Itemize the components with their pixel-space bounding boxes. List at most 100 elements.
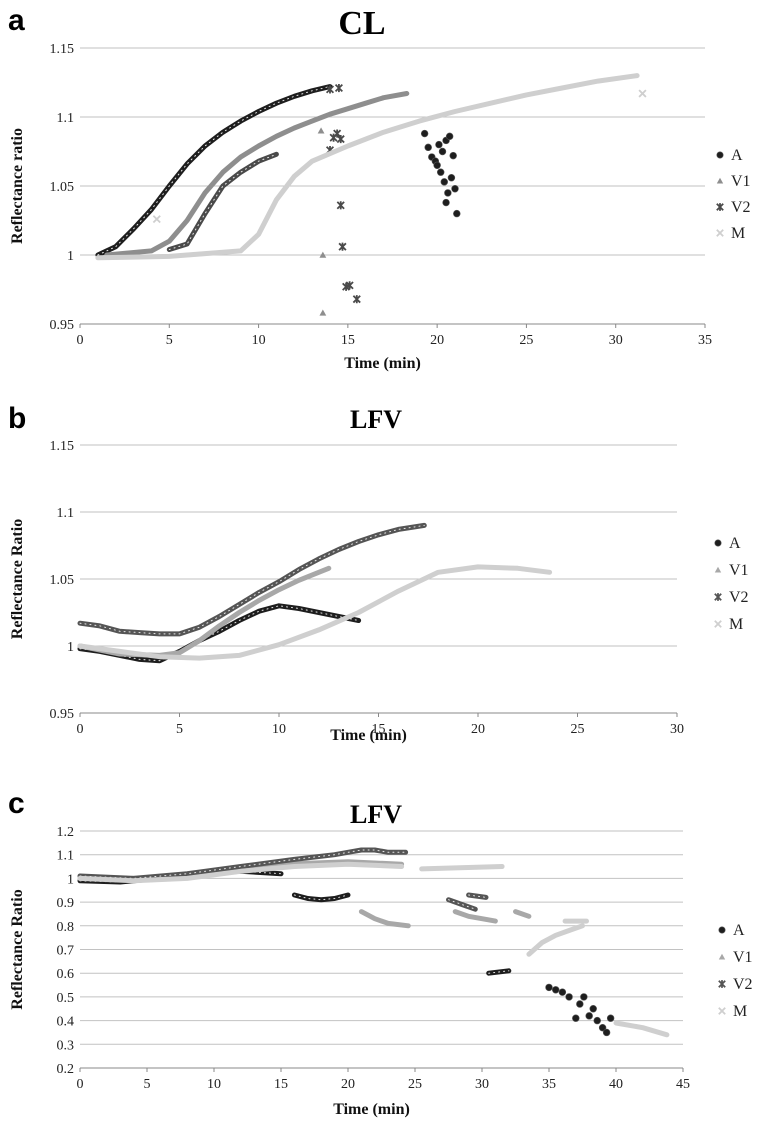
legend-marker-v1 bbox=[716, 177, 724, 184]
x-tick-label: 25 bbox=[519, 333, 533, 348]
series-line-v1 bbox=[104, 91, 410, 258]
legend: A V1 V2 M bbox=[716, 147, 751, 242]
y-tick-label: 1.05 bbox=[50, 573, 75, 588]
legend-label-a: A bbox=[729, 535, 741, 552]
y-tick-label: 1.15 bbox=[50, 439, 75, 454]
data-point-a bbox=[442, 198, 450, 207]
legend-marker-m bbox=[716, 229, 724, 237]
legend-marker-a bbox=[718, 926, 726, 934]
data-point-a bbox=[444, 189, 452, 197]
data-point-v2 bbox=[345, 281, 354, 290]
series-texture bbox=[293, 894, 349, 901]
legend: A V1 V2 M bbox=[718, 922, 753, 1020]
series-line-m bbox=[77, 564, 553, 661]
y-tick-label: 1.1 bbox=[57, 111, 75, 126]
y-tick-label: 1.1 bbox=[57, 849, 75, 864]
data-point-a bbox=[598, 1024, 607, 1032]
series-line-m bbox=[526, 923, 585, 957]
x-tick-label: 45 bbox=[676, 1077, 690, 1092]
data-point-v1 bbox=[319, 251, 327, 258]
data-point-a bbox=[602, 1028, 611, 1037]
series-texture bbox=[448, 899, 476, 910]
data-point-a bbox=[451, 185, 459, 193]
x-tick-label: 40 bbox=[609, 1077, 623, 1092]
panel-label-a: a bbox=[8, 4, 25, 37]
legend-label-v1: V1 bbox=[733, 949, 753, 966]
data-point-a bbox=[558, 988, 567, 996]
data-point-v2 bbox=[325, 85, 335, 94]
data-point-a bbox=[435, 140, 443, 149]
x-tick-label: 20 bbox=[430, 333, 444, 348]
legend: A V1 V2 M bbox=[714, 535, 749, 633]
data-point-a bbox=[440, 178, 448, 186]
x-tick-label: 10 bbox=[207, 1077, 221, 1092]
legend-label-a: A bbox=[731, 147, 743, 164]
y-tick-label: 0.95 bbox=[50, 318, 75, 333]
data-point-a bbox=[445, 132, 454, 141]
series-texture bbox=[168, 153, 277, 250]
legend-label-m: M bbox=[733, 1003, 747, 1020]
legend-label-m: M bbox=[729, 616, 743, 633]
series-m bbox=[95, 73, 647, 261]
y-tick-label: 1.2 bbox=[57, 825, 75, 840]
series-line-m bbox=[613, 1020, 670, 1038]
y-axis-title: Reflectance Ratio bbox=[9, 519, 26, 639]
data-point-m bbox=[152, 215, 161, 224]
y-tick-label: 0.3 bbox=[57, 1038, 75, 1053]
data-point-a bbox=[449, 151, 457, 160]
y-tick-label: 0.5 bbox=[57, 991, 75, 1006]
x-tick-label: 5 bbox=[144, 1077, 151, 1092]
legend-marker-v1 bbox=[714, 566, 722, 573]
x-axis-title: Time (min) bbox=[330, 727, 407, 744]
series-line-v2 bbox=[446, 897, 478, 912]
x-tick-label: 10 bbox=[272, 722, 286, 737]
x-tick-label: 5 bbox=[166, 333, 173, 348]
data-point-a bbox=[453, 209, 461, 218]
legend-label-v1: V1 bbox=[729, 562, 749, 579]
x-tick-label: 5 bbox=[176, 722, 183, 737]
legend-label-v2: V2 bbox=[733, 976, 753, 993]
legend-marker-v2 bbox=[718, 980, 726, 988]
series-texture bbox=[79, 849, 407, 879]
data-point-v2 bbox=[336, 135, 345, 144]
data-point-v2 bbox=[352, 295, 361, 304]
legend-label-a: A bbox=[733, 922, 745, 939]
series-line-v1 bbox=[513, 909, 532, 919]
chart-title: LFV bbox=[350, 800, 402, 829]
data-point-m bbox=[638, 89, 647, 98]
data-point-a bbox=[580, 993, 588, 1001]
x-tick-label: 30 bbox=[609, 333, 623, 348]
y-tick-label: 1.1 bbox=[57, 506, 75, 521]
y-axis-title: Reflectance Ratio bbox=[9, 889, 26, 1009]
y-tick-label: 1.05 bbox=[50, 180, 75, 195]
data-point-v2 bbox=[336, 201, 345, 210]
chart-title: CL bbox=[338, 5, 385, 42]
series-texture bbox=[488, 970, 510, 974]
data-point-v1 bbox=[319, 309, 327, 316]
legend-marker-v2 bbox=[714, 593, 722, 601]
panel-label-c: c bbox=[8, 787, 25, 820]
data-point-a bbox=[420, 129, 429, 138]
data-point-v2 bbox=[334, 83, 343, 93]
y-tick-label: 0.4 bbox=[57, 1015, 75, 1030]
x-tick-label: 0 bbox=[77, 722, 84, 737]
data-point-a bbox=[424, 143, 432, 152]
x-tick-label: 20 bbox=[471, 722, 485, 737]
series-line-m bbox=[95, 73, 640, 261]
x-tick-label: 35 bbox=[698, 333, 712, 348]
legend-marker-a bbox=[716, 151, 724, 159]
legend-label-v2: V2 bbox=[729, 589, 749, 606]
data-point-a bbox=[545, 983, 553, 992]
x-tick-label: 25 bbox=[408, 1077, 422, 1092]
legend-marker-m bbox=[718, 1007, 726, 1015]
data-point-a bbox=[593, 1016, 601, 1025]
series-line-v2 bbox=[77, 522, 427, 637]
x-tick-label: 10 bbox=[252, 333, 266, 348]
x-tick-label: 35 bbox=[542, 1077, 556, 1092]
series-texture bbox=[79, 524, 425, 635]
series-line-v1 bbox=[358, 909, 411, 929]
chart-title: LFV bbox=[350, 405, 402, 434]
series-v2 bbox=[77, 522, 427, 637]
x-tick-label: 0 bbox=[77, 1077, 84, 1092]
series-v2 bbox=[166, 83, 361, 304]
